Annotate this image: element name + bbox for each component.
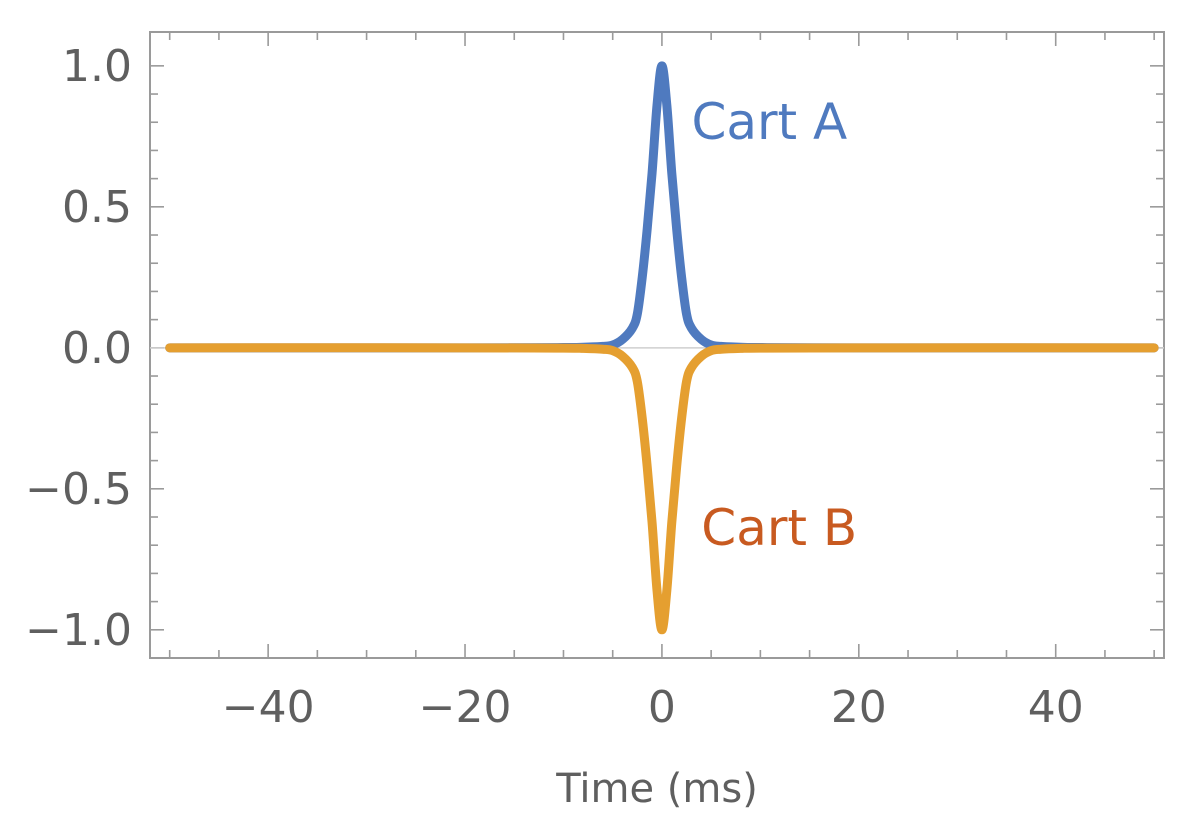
axis-ticks (150, 32, 1164, 658)
x-tick-label: 0 (648, 682, 676, 733)
series-label-cart-b: Cart B (701, 499, 857, 557)
x-tick-label: −40 (222, 682, 315, 733)
y-tick-label: −1.0 (25, 605, 132, 656)
plot-frame (149, 31, 1165, 659)
x-axis-label: Time (ms) (555, 766, 758, 812)
x-tick-label: 20 (831, 682, 887, 733)
y-tick-label: −0.5 (25, 464, 132, 515)
x-tick-label: 40 (1028, 682, 1084, 733)
series-line-cart-a (165, 61, 1159, 353)
y-tick-label: 1.0 (62, 41, 132, 92)
y-tick-label: 0.5 (62, 182, 132, 233)
y-tick-label: 0.0 (62, 323, 132, 374)
series-annotations: Cart A Cart B (691, 93, 857, 557)
x-tick-label: −20 (419, 682, 512, 733)
series-label-cart-a: Cart A (691, 93, 847, 151)
series-line-cart-b (165, 343, 1159, 635)
series-lines (165, 61, 1159, 635)
axis-tick-labels: −40 −20 0 20 40 1.0 0.5 0.0 −0.5 −1.0 (25, 41, 1084, 733)
